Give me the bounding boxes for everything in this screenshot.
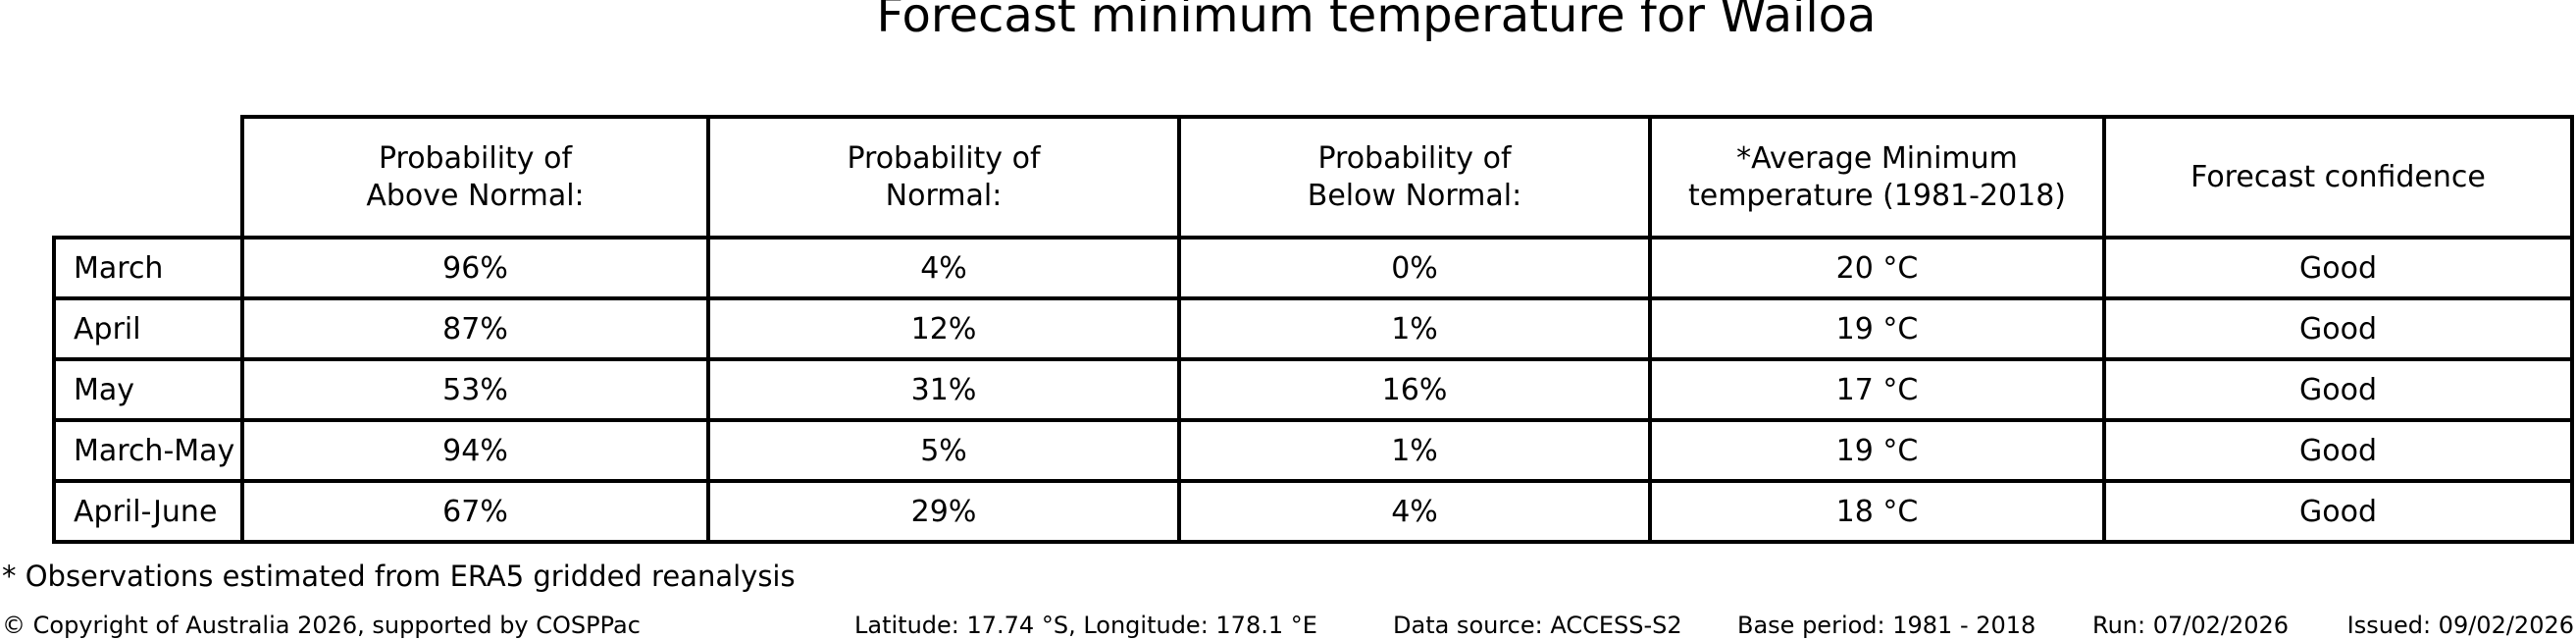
cell-march-above: 96% <box>240 236 710 300</box>
row-label-march-may: March-May <box>52 418 244 483</box>
cell-may-normal: 31% <box>706 357 1181 422</box>
cell-april-avg-temp: 19 °C <box>1648 296 2106 361</box>
cell-april-june-avg-temp: 18 °C <box>1648 479 2106 544</box>
header-below-normal: Probability of Below Normal: <box>1177 115 1652 240</box>
cell-may-avg-temp: 17 °C <box>1648 357 2106 422</box>
header-normal: Probability of Normal: <box>706 115 1181 240</box>
cell-march-may-confidence: Good <box>2102 418 2574 483</box>
table-row-may: May 53% 31% 16% 17 °C Good <box>52 357 2574 422</box>
cell-march-normal: 4% <box>706 236 1181 300</box>
cell-april-above: 87% <box>240 296 710 361</box>
table-row-april: April 87% 12% 1% 19 °C Good <box>52 296 2574 361</box>
cell-may-confidence: Good <box>2102 357 2574 422</box>
cell-march-may-normal: 5% <box>706 418 1181 483</box>
row-label-march: March <box>52 236 244 300</box>
issued-date-text: Issued: 09/02/2026 <box>2346 612 2574 639</box>
table-row-march: March 96% 4% 0% 20 °C Good <box>52 236 2574 300</box>
cell-may-below: 16% <box>1177 357 1652 422</box>
forecast-table: Probability of Above Normal: Probability… <box>52 115 2574 544</box>
base-period-text: Base period: 1981 - 2018 <box>1737 612 2036 639</box>
table-row-april-june: April-June 67% 29% 4% 18 °C Good <box>52 479 2574 544</box>
cell-april-normal: 12% <box>706 296 1181 361</box>
cell-april-june-below: 4% <box>1177 479 1652 544</box>
cell-march-confidence: Good <box>2102 236 2574 300</box>
observations-footnote: * Observations estimated from ERA5 gridd… <box>2 560 796 593</box>
table-header-row: Probability of Above Normal: Probability… <box>54 115 2574 240</box>
cell-march-may-above: 94% <box>240 418 710 483</box>
location-coordinates: Latitude: 17.74 °S, Longitude: 178.1 °E <box>854 612 1317 639</box>
table-row-march-may: March-May 94% 5% 1% 19 °C Good <box>52 418 2574 483</box>
run-date-text: Run: 07/02/2026 <box>2092 612 2290 639</box>
cell-march-avg-temp: 20 °C <box>1648 236 2106 300</box>
header-above-normal: Probability of Above Normal: <box>240 115 710 240</box>
cell-april-june-above: 67% <box>240 479 710 544</box>
header-avg-min-temp: *Average Minimum temperature (1981-2018) <box>1648 115 2106 240</box>
cell-may-above: 53% <box>240 357 710 422</box>
row-label-may: May <box>52 357 244 422</box>
cell-april-june-normal: 29% <box>706 479 1181 544</box>
cell-april-below: 1% <box>1177 296 1652 361</box>
header-forecast-confidence: Forecast confidence <box>2102 115 2574 240</box>
data-source-text: Data source: ACCESS-S2 <box>1393 612 1682 639</box>
page-title: Forecast minimum temperature for Wailoa <box>876 0 1877 43</box>
cell-april-june-confidence: Good <box>2102 479 2574 544</box>
cell-march-may-avg-temp: 19 °C <box>1648 418 2106 483</box>
copyright-text: © Copyright of Australia 2026, supported… <box>2 612 641 639</box>
cell-april-confidence: Good <box>2102 296 2574 361</box>
cell-march-may-below: 1% <box>1177 418 1652 483</box>
row-label-april-june: April-June <box>52 479 244 544</box>
header-blank-cell <box>54 117 242 238</box>
row-label-april: April <box>52 296 244 361</box>
cell-march-below: 0% <box>1177 236 1652 300</box>
